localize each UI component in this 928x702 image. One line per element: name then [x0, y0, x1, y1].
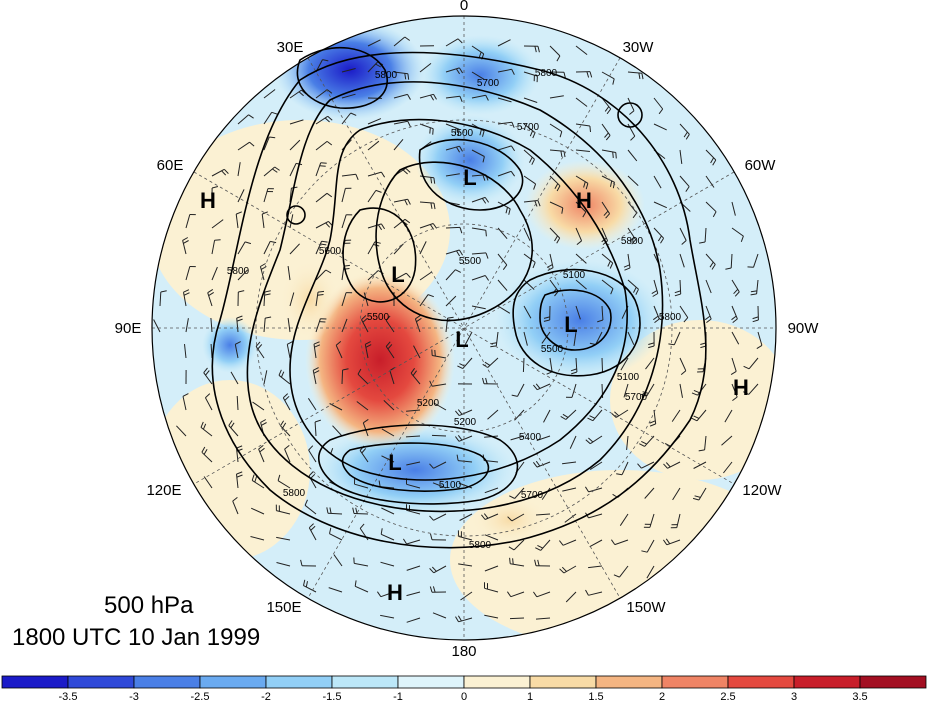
longitude-label: 30E: [277, 39, 304, 56]
contour-label: 5800: [469, 540, 492, 551]
high-pressure-label: H: [387, 580, 403, 605]
colorbar-label: 2.5: [720, 691, 735, 702]
low-pressure-label: L: [455, 327, 468, 352]
longitude-label: 120W: [742, 482, 782, 499]
colorbar-label: 3.5: [852, 691, 867, 702]
contour-label: 5100: [439, 480, 462, 491]
contour-label: 5500: [367, 312, 390, 323]
longitude-label: 180: [451, 643, 476, 660]
colorbar-label: 3: [791, 691, 797, 702]
longitude-label: 120E: [146, 482, 181, 499]
longitude-label: 90W: [788, 320, 820, 337]
colorbar-label: -1: [393, 691, 403, 702]
high-pressure-label: H: [200, 188, 216, 213]
pressure-centers: H L H L L L H L H: [200, 165, 749, 605]
anomaly-fill: [152, 16, 776, 640]
contour-label: 5700: [521, 490, 544, 501]
colorbar-label: -2: [261, 691, 271, 702]
longitude-label: 150E: [266, 599, 301, 616]
colorbar-label: -1.5: [323, 691, 342, 702]
longitude-label: 60E: [157, 157, 184, 174]
height-contours: [211, 46, 707, 549]
longitude-label: 0: [460, 0, 468, 14]
contour-label: 5500: [451, 128, 474, 139]
colorbar-label: -3: [129, 691, 139, 702]
contour-label: 5800: [535, 68, 558, 79]
high-pressure-label: H: [733, 375, 749, 400]
colorbar-label: 0: [461, 691, 467, 702]
colorbar-swatch: [133, 675, 201, 689]
low-pressure-label: L: [564, 312, 577, 337]
contour-label: 5800: [621, 236, 644, 247]
colorbar-label: -2.5: [191, 691, 210, 702]
colorbar-swatch: [661, 675, 729, 689]
map-boundary: [151, 15, 777, 641]
contour-label: 5600: [319, 246, 342, 257]
colorbar-label: -3.5: [59, 691, 78, 702]
colorbar-swatch: [199, 675, 267, 689]
low-pressure-label: L: [388, 450, 401, 475]
colorbar-swatch: [463, 675, 531, 689]
colorbar-swatch: [793, 675, 861, 689]
contour-label: 5200: [417, 398, 440, 409]
colorbar-swatch: [67, 675, 135, 689]
contour-label: 5700: [625, 392, 648, 403]
contour-label: 5800: [659, 312, 682, 323]
graticule: [152, 16, 776, 640]
longitude-label: 60W: [745, 157, 777, 174]
low-pressure-label: L: [463, 165, 476, 190]
colorbar: -3.5 -3 -2.5 -2 -1.5 -1 0 1 1.5 2 2.5 3 3.5: [1, 675, 927, 702]
colorbar-label: 2: [659, 691, 665, 702]
contour-label: 5500: [459, 256, 482, 267]
colorbar-label: 1: [527, 691, 533, 702]
valid-time-caption: 1800 UTC 10 Jan 1999: [12, 624, 261, 651]
longitude-label: 150W: [626, 599, 666, 616]
colorbar-swatch: [265, 675, 333, 689]
colorbar-swatch: [331, 675, 399, 689]
longitude-label: 30W: [623, 39, 655, 56]
contour-label: 5100: [563, 270, 586, 281]
contour-label: 5700: [477, 78, 500, 89]
low-pressure-label: L: [391, 262, 404, 287]
colorbar-swatch: [727, 675, 795, 689]
contour-label: 5400: [519, 432, 542, 443]
high-pressure-label: H: [576, 188, 592, 213]
colorbar-swatch: [595, 675, 663, 689]
longitude-label: 90E: [115, 320, 142, 337]
contour-label: 5800: [227, 266, 250, 277]
colorbar-swatch: [529, 675, 597, 689]
contour-label: 5500: [541, 344, 564, 355]
pressure-level-caption: 500 hPa: [104, 592, 194, 619]
contour-labels: 5800 5700 5700 5800 5500 5500 5800 5100 5500 5200…: [227, 68, 682, 551]
colorbar-swatch: [397, 675, 465, 689]
longitude-labels: 0 30W 60W 90W 120W 150W 180 150E 120E 90E 60E 30E: [115, 0, 820, 660]
contour-label: 5800: [375, 70, 398, 81]
colorbar-swatch: [1, 675, 69, 689]
contour-label: 5100: [617, 372, 640, 383]
colorbar-swatch: [859, 675, 927, 689]
contour-label: 5700: [517, 122, 540, 133]
colorbar-label: 1.5: [588, 691, 603, 702]
contour-label: 5200: [454, 417, 477, 428]
contour-label: 5800: [283, 488, 306, 499]
